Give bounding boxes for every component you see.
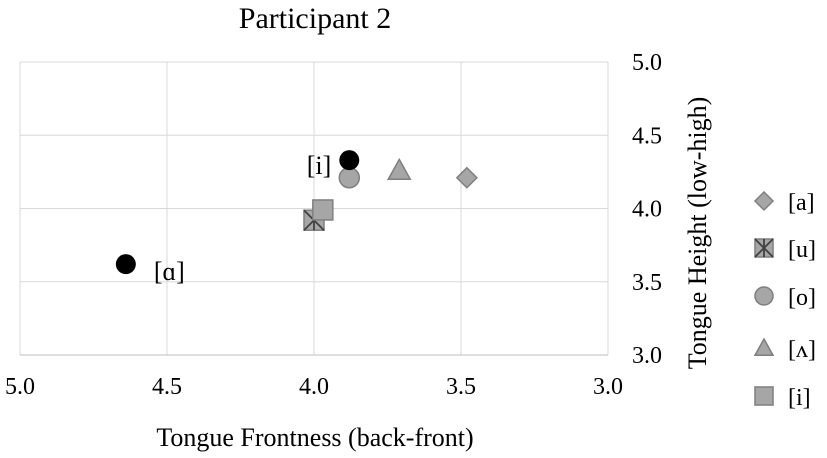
x-tick-label: 3.5 (446, 374, 476, 400)
point-annotation: [i] (307, 151, 332, 180)
x-axis-ticks: 5.0 4.5 4.0 3.5 3.0 (5, 374, 623, 400)
legend-label: [ʌ] (788, 337, 816, 363)
data-point (386, 157, 412, 180)
legend: [a] [u] [o] [ʌ] [i] (753, 190, 816, 411)
legend-marker (753, 337, 775, 356)
y-axis-ticks: 3.0 3.5 4.0 4.5 5.0 (632, 50, 662, 369)
x-tick-label: 3.0 (593, 374, 623, 400)
highlight-point (115, 254, 136, 275)
legend-label: [i] (788, 385, 811, 411)
highlight-point (339, 150, 360, 171)
legend-marker (754, 286, 774, 306)
chart-title: Participant 2 (239, 2, 391, 35)
data-point (338, 166, 361, 189)
y-tick-label: 5.0 (632, 50, 662, 76)
y-tick-label: 4.0 (632, 197, 662, 223)
legend-label: [a] (788, 190, 815, 216)
x-axis-label: Tongue Frontness (back-front) (156, 423, 473, 452)
data-point (312, 199, 334, 221)
point-annotation: [ɑ] (154, 257, 185, 286)
y-tick-label: 4.5 (632, 123, 662, 149)
legend-label: [o] (788, 285, 816, 311)
y-axis-label: Tongue Height (low-high) (683, 97, 712, 370)
data-point (455, 166, 478, 189)
legend-marker (753, 190, 775, 212)
data-points: [i] [ɑ] (115, 150, 478, 286)
y-tick-label: 3.5 (632, 270, 662, 296)
x-tick-label: 4.0 (299, 374, 329, 400)
y-tick-label: 3.0 (632, 343, 662, 369)
x-tick-label: 5.0 (5, 374, 35, 400)
x-tick-label: 4.5 (152, 374, 182, 400)
legend-marker (754, 386, 774, 406)
legend-label: [u] (788, 237, 816, 263)
